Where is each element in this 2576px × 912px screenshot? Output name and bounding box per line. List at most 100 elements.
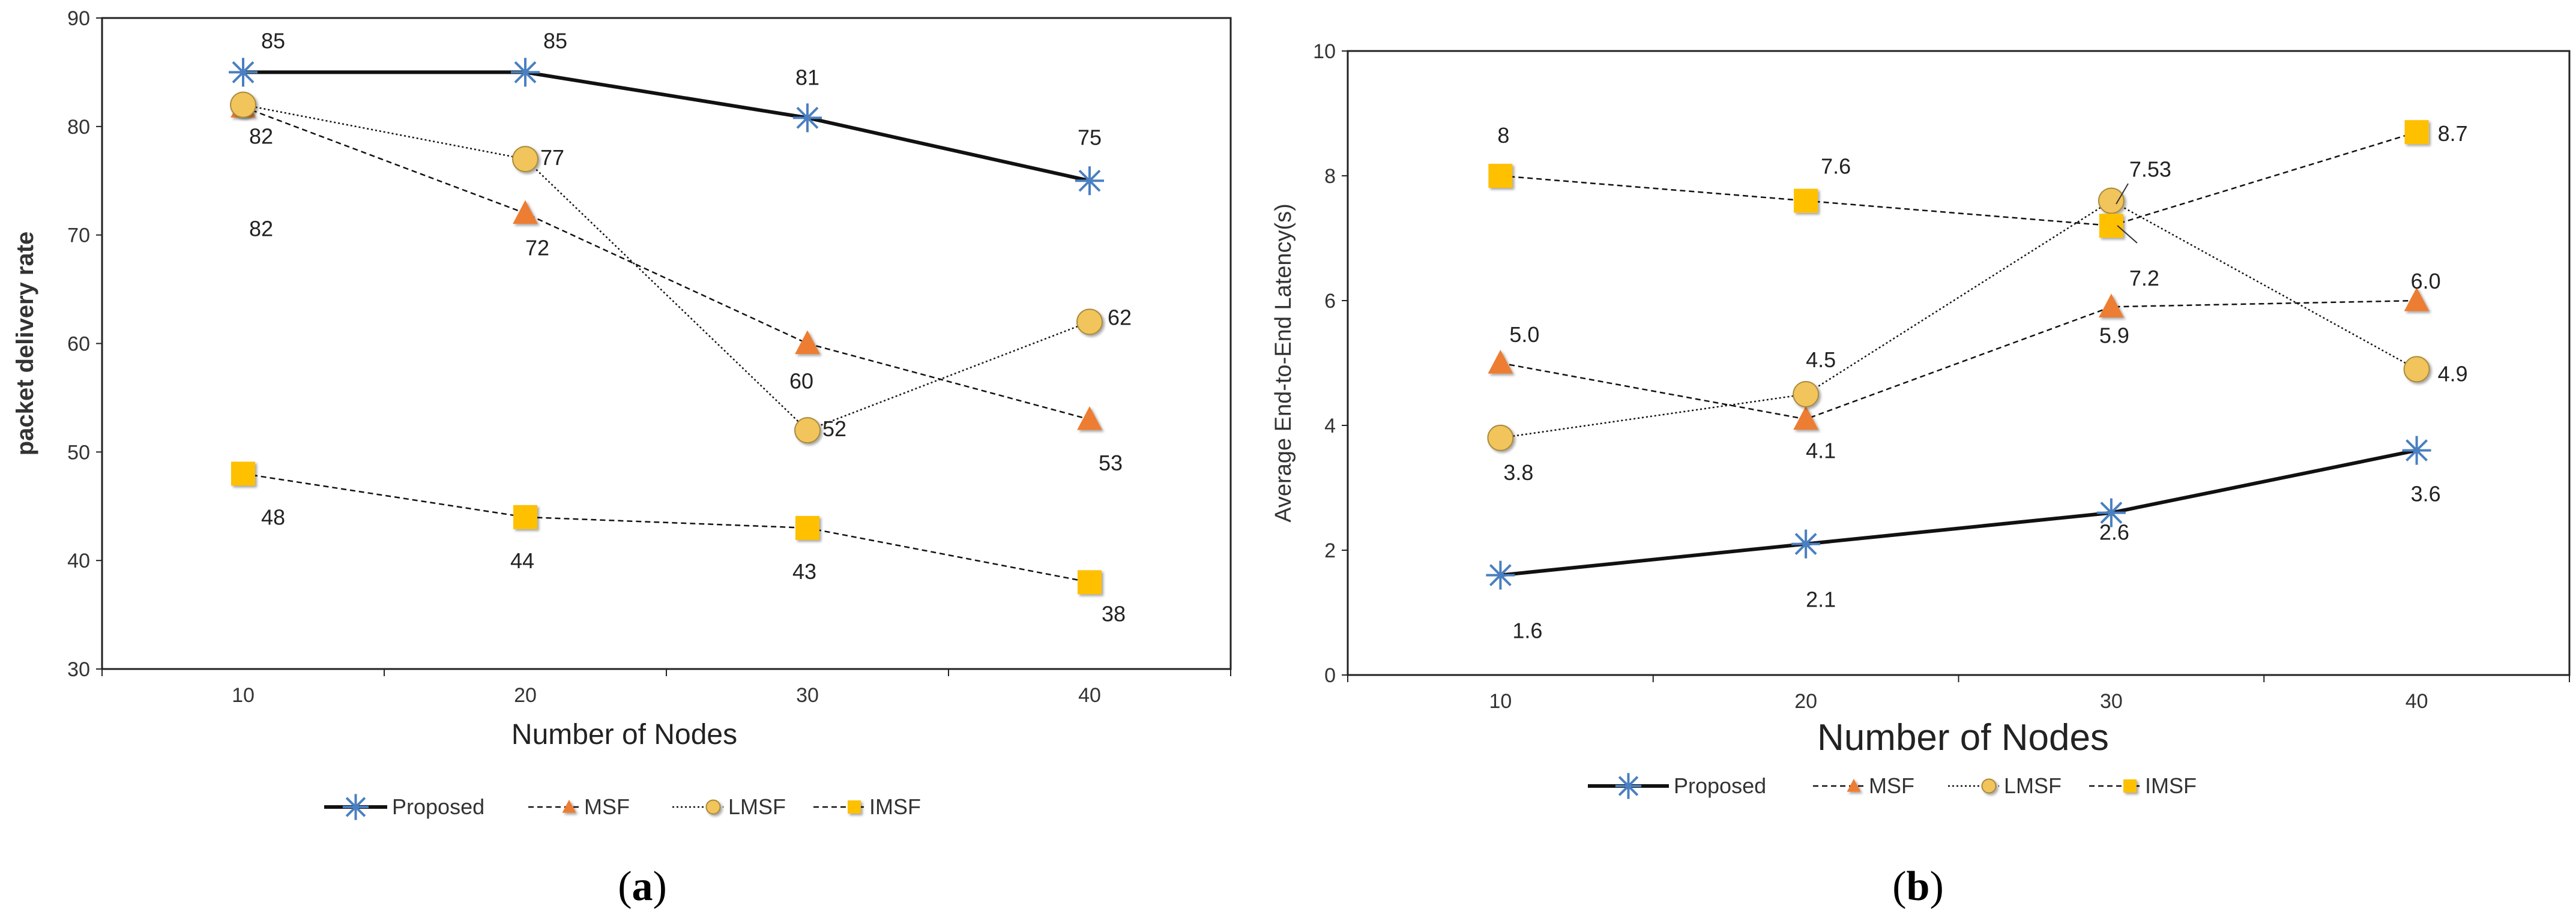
panel-a-msf-point-2	[795, 330, 820, 355]
panel-a-lmsf-label-1: 77	[540, 145, 564, 170]
panel-b-proposed-point-0-stroke-d2	[1489, 564, 1512, 587]
panel-a-msf-label-2: 60	[789, 369, 813, 394]
panel-b-legend-text-lmsf: LMSF	[2004, 773, 2062, 798]
panel-a-proposed-point-2-stroke-d2	[796, 106, 819, 129]
panel-b-legend-marker-imsf	[2123, 779, 2137, 793]
panel-a-msf-label-0: 82	[249, 216, 273, 241]
panel-a-proposed-point-1-stroke-d2	[514, 61, 537, 83]
panel-a-legend-marker-imsf	[848, 800, 861, 814]
panel-b-imsf-point-3	[2404, 120, 2429, 145]
panel-b-msf-line	[1500, 299, 2417, 420]
panel-b-proposed-point-2-stroke-d2	[2100, 502, 2123, 524]
panel-a-series-proposed: 85 85 81 75	[229, 28, 1104, 196]
panel-a-lmsf-label-0: 82	[249, 124, 273, 149]
panel-b-ytick-label-0: 0	[1324, 664, 1336, 687]
panel-b-imsf-label-2: 7.2	[2129, 266, 2159, 290]
panel-a-msf-label-3: 53	[1099, 451, 1123, 475]
panel-b-ytick-label-2: 4	[1324, 415, 1336, 437]
panel-b-msf-label-0: 5.0	[1509, 322, 1539, 347]
panel-b-ytick-label-4: 8	[1324, 165, 1336, 188]
panel-b-xtick-label-3: 40	[2406, 690, 2428, 713]
panel-a-legend-text-proposed: Proposed	[392, 794, 484, 819]
panel-b-lmsf-label-3: 4.9	[2438, 361, 2468, 386]
panel-b-lmsf-line	[1500, 200, 2418, 439]
panel-a-series-lmsf: 82 77 52 62	[230, 91, 1132, 444]
panel-a-series-imsf: 48 44 43 38	[231, 461, 1126, 626]
panel-b-legend-item-imsf: IMSF	[2089, 773, 2197, 798]
panel-b-legend-text-proposed: Proposed	[1674, 773, 1766, 798]
panel-b-legend: Proposed MSF LMSF IMSF	[1588, 773, 2197, 799]
panel-a-proposed-label-2: 81	[795, 65, 819, 89]
panel-a-legend-item-imsf: IMSF	[813, 794, 921, 819]
panel-a-y-axis-label: packet delivery rate	[12, 232, 38, 456]
panel-b-xtick-label-0: 10	[1489, 690, 1512, 713]
panel-b-proposed-point-1-stroke-d2	[1794, 533, 1817, 556]
panel-a-ytick-label-3: 60	[67, 333, 90, 356]
panel-a-imsf-point-2	[795, 515, 819, 540]
panel-a-xtick-label-1: 20	[514, 684, 537, 707]
panel-a-legend-text-imsf: IMSF	[869, 794, 921, 819]
panel-a-imsf-point-0	[231, 461, 255, 486]
panel-b-proposed-point-0	[1486, 560, 1515, 590]
panel-b-msf-label-3: 6.0	[2411, 269, 2441, 293]
panel-a-chart: 30 40 50 60 70 80 90 10 20 30 40 Number of Nodes pac…	[12, 7, 1232, 820]
panel-a-ytick-label-4: 70	[67, 224, 90, 247]
panel-a-caption: (a)	[618, 863, 667, 910]
panel-b-ytick-label-1: 2	[1324, 539, 1336, 562]
panel-a-xtick-label-3: 40	[1078, 684, 1101, 707]
panel-b-proposed-point-2	[2096, 498, 2126, 527]
panel-a-proposed-point-2	[793, 103, 822, 133]
panel-b-proposed-label-3: 3.6	[2411, 482, 2441, 506]
panel-a-msf-point-1	[513, 200, 538, 224]
panel-a-lmsf-point-2	[794, 417, 821, 444]
panel-b-msf-label-2: 5.9	[2099, 323, 2129, 347]
panel-b-leader-line-0	[2116, 183, 2129, 205]
panel-a-legend-item-proposed: Proposed	[324, 794, 484, 820]
panel-a-ytick-label-5: 80	[67, 116, 90, 139]
panel-b-legend-marker-proposed-stroke-d2	[1618, 776, 1639, 796]
panel-a-legend-item-lmsf: LMSF	[672, 794, 786, 819]
panel-b-proposed-line	[1500, 448, 2418, 577]
panel-b-lmsf-point-3	[2403, 356, 2430, 383]
panel-b-caption-open: (	[1892, 863, 1906, 910]
panel-b-msf-point-2	[2098, 293, 2124, 317]
panel-a-proposed-point-1	[511, 58, 540, 87]
panel-a-legend-text-lmsf: LMSF	[728, 794, 786, 819]
panel-b-legend-text-msf: MSF	[1869, 773, 1914, 798]
panel-a-legend-item-msf: MSF	[528, 794, 630, 819]
panel-b-proposed-point-3-stroke-d2	[2406, 439, 2428, 462]
panel-a-legend-marker-msf	[562, 799, 576, 813]
panel-a-ytick-label-0: 30	[67, 658, 90, 681]
panel-a-imsf-line	[243, 473, 1090, 583]
panel-b-legend-marker-lmsf	[1981, 778, 1997, 794]
panel-a-msf-line	[243, 106, 1090, 421]
panel-a-legend-marker-proposed-stroke-d2	[345, 797, 366, 817]
panel-a-imsf-point-1	[513, 505, 537, 529]
panel-a-proposed-label-3: 75	[1078, 125, 1102, 149]
panel-b-caption-letter: b	[1907, 863, 1930, 910]
panel-b-imsf-label-1: 7.6	[1821, 154, 1851, 179]
panel-b-chart: 0 2 4 6 8 10 10 20 30 40 Number of Nodes Average En…	[1271, 40, 2571, 799]
panel-b-leader-line-1	[2117, 225, 2138, 244]
panel-a-proposed-label-0: 85	[261, 28, 285, 53]
panel-a-imsf-label-3: 38	[1102, 601, 1126, 626]
panel-a-proposed-line	[243, 70, 1090, 183]
panel-b-y-axis-label: Average End-to-End Latency(s)	[1271, 203, 1296, 523]
panel-b-msf-point-3	[2404, 287, 2430, 311]
panel-b-proposed-label-1: 2.1	[1806, 587, 1836, 612]
panel-b-lmsf-point-0	[1487, 424, 1514, 451]
panel-a-caption-letter: a	[632, 863, 653, 910]
panel-a-lmsf-point-0	[230, 91, 256, 118]
panel-b-lmsf-label-2: 7.53	[2129, 157, 2171, 182]
panel-b-imsf-point-0	[1488, 164, 1513, 188]
panel-a-imsf-point-3	[1078, 570, 1102, 595]
panel-a-proposed-point-0	[229, 58, 258, 87]
panel-b-ytick-label-5: 10	[1313, 40, 1336, 63]
panel-a-imsf-label-2: 43	[792, 559, 816, 584]
panel-a-xtick-label-0: 10	[232, 684, 255, 707]
panel-a-series-msf: 82 72 60 53	[231, 94, 1123, 475]
panel-b-series-proposed: 1.6 2.1 2.6 3.6	[1486, 436, 2441, 643]
panel-b-imsf-line	[1500, 131, 2417, 227]
panel-b-series-lmsf: 3.8 4.5 7.53 4.9	[1487, 157, 2468, 485]
